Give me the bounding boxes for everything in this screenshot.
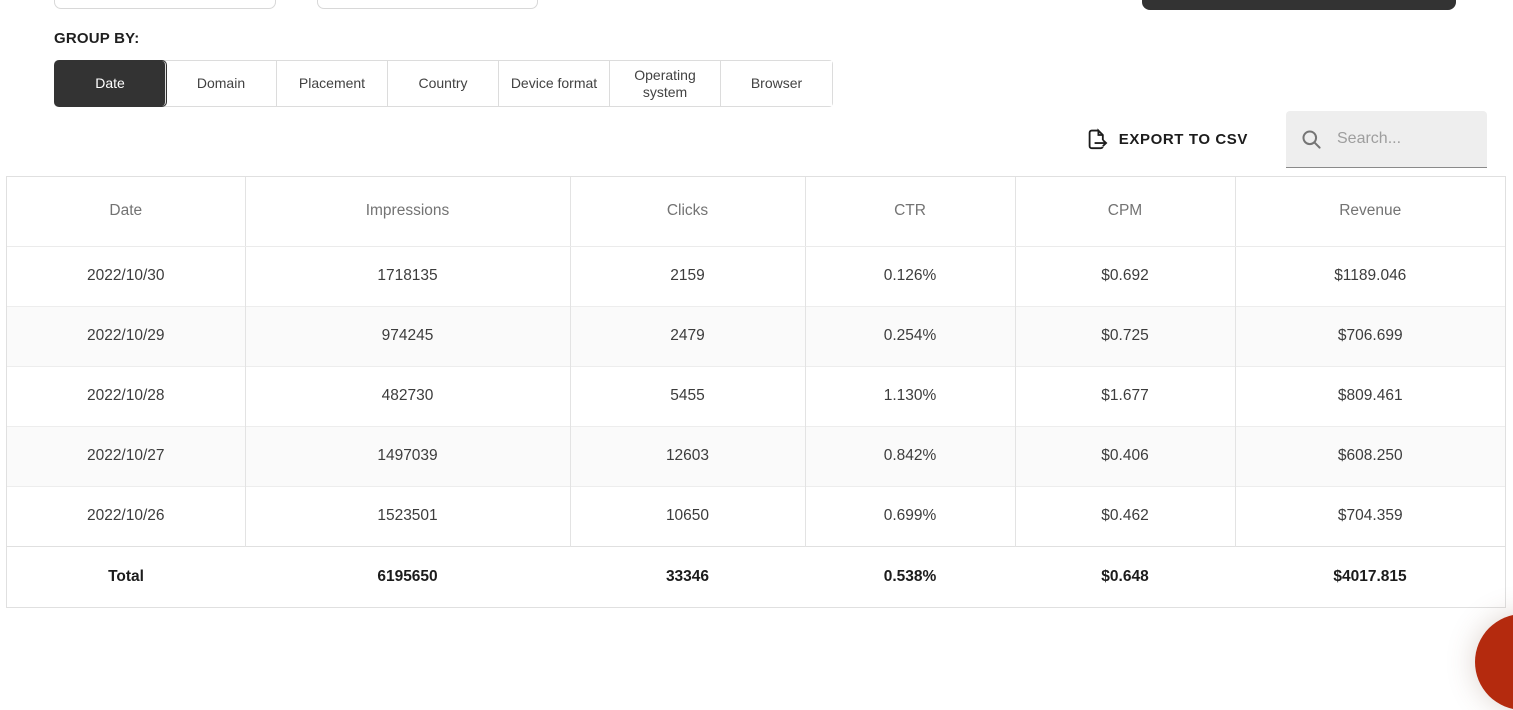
table-cell: $1189.046	[1235, 245, 1505, 306]
table-cell: 12603	[570, 425, 806, 486]
tab-date[interactable]: Date	[55, 61, 166, 106]
total-cpm: $0.648	[1015, 545, 1235, 607]
table-toolbar: EXPORT TO CSV	[1085, 111, 1487, 168]
table-cell: 0.254%	[805, 305, 1016, 366]
table-cell: 1.130%	[805, 365, 1016, 426]
table-cell: 482730	[245, 365, 571, 426]
header-row: Date Impressions Clicks CTR CPM Revenue	[7, 177, 1505, 247]
column-header-impressions: Impressions	[245, 177, 571, 247]
table-row: 2022/10/29 974245 2479 0.254% $0.725 $706.699	[7, 305, 1505, 366]
table-cell: $704.359	[1235, 485, 1505, 546]
table-cell: 10650	[570, 485, 806, 546]
column-header-clicks: Clicks	[570, 177, 806, 247]
export-icon	[1085, 127, 1108, 152]
table-cell: 2022/10/29	[7, 305, 246, 366]
tab-country[interactable]: Country	[388, 61, 499, 106]
column-header-date: Date	[7, 177, 246, 247]
filter-input-1[interactable]	[54, 0, 276, 9]
total-ctr: 0.538%	[805, 545, 1015, 607]
column-header-ctr: CTR	[805, 177, 1016, 247]
top-dark-button[interactable]	[1142, 0, 1456, 10]
export-label: EXPORT TO CSV	[1118, 131, 1248, 148]
table-cell: $0.406	[1015, 425, 1236, 486]
table-row: 2022/10/26 1523501 10650 0.699% $0.462 $704.3…	[7, 485, 1505, 546]
table-cell: 2022/10/28	[7, 365, 246, 426]
table-cell: $608.250	[1235, 425, 1505, 486]
total-clicks: 33346	[570, 545, 805, 607]
total-impressions: 6195650	[245, 545, 570, 607]
tab-domain[interactable]: Domain	[166, 61, 277, 106]
table-cell: $706.699	[1235, 305, 1505, 366]
search-box[interactable]	[1286, 111, 1487, 168]
table-cell: $0.692	[1015, 245, 1236, 306]
table-cell: 2022/10/30	[7, 245, 246, 306]
table-cell: $0.725	[1015, 305, 1236, 366]
column-header-cpm: CPM	[1015, 177, 1236, 247]
table-cell: 5455	[570, 365, 806, 426]
floating-red-button[interactable]	[1475, 614, 1513, 710]
tab-browser[interactable]: Browser	[721, 61, 832, 106]
table-row: 2022/10/30 1718135 2159 0.126% $0.692 $1189.0…	[7, 245, 1505, 306]
table-cell: 0.699%	[805, 485, 1016, 546]
total-revenue: $4017.815	[1235, 545, 1505, 607]
tab-placement[interactable]: Placement	[277, 61, 388, 106]
table-cell: 1497039	[245, 425, 571, 486]
table-cell: 2022/10/26	[7, 485, 246, 546]
table-cell: 2159	[570, 245, 806, 306]
tab-device-format[interactable]: Device format	[499, 61, 610, 106]
total-row: Total 6195650 33346 0.538% $0.648 $4017.…	[7, 545, 1505, 607]
table-cell: 1718135	[245, 245, 571, 306]
column-header-revenue: Revenue	[1235, 177, 1505, 247]
total-label: Total	[7, 545, 245, 607]
table-cell: 0.126%	[805, 245, 1016, 306]
table-cell: $0.462	[1015, 485, 1236, 546]
group-by-tabs: Date Domain Placement Country Device for…	[54, 60, 833, 107]
table-row: 2022/10/28 482730 5455 1.130% $1.677 $809.461	[7, 365, 1505, 426]
table-cell: 0.842%	[805, 425, 1016, 486]
export-csv-button[interactable]: EXPORT TO CSV	[1085, 127, 1248, 152]
group-by-section: GROUP BY: Date Domain Placement Country …	[54, 30, 833, 107]
table-row: 2022/10/27 1497039 12603 0.842% $0.406 $608.2…	[7, 425, 1505, 486]
table-cell: 974245	[245, 305, 571, 366]
table-cell: $1.677	[1015, 365, 1236, 426]
table-body: 2022/10/30 1718135 2159 0.126% $0.692 $1189.0…	[7, 245, 1505, 546]
table-cell: 2479	[570, 305, 806, 366]
tab-operating-system[interactable]: Operating system	[610, 61, 721, 106]
search-input[interactable]	[1335, 129, 1472, 149]
table-cell: 1523501	[245, 485, 571, 546]
group-by-label: GROUP BY:	[54, 30, 140, 47]
table-cell: 2022/10/27	[7, 425, 246, 486]
table-cell: $809.461	[1235, 365, 1505, 426]
report-table: Date Impressions Clicks CTR CPM Revenue …	[6, 176, 1506, 608]
search-icon	[1301, 129, 1322, 150]
filter-input-2[interactable]	[317, 0, 538, 9]
